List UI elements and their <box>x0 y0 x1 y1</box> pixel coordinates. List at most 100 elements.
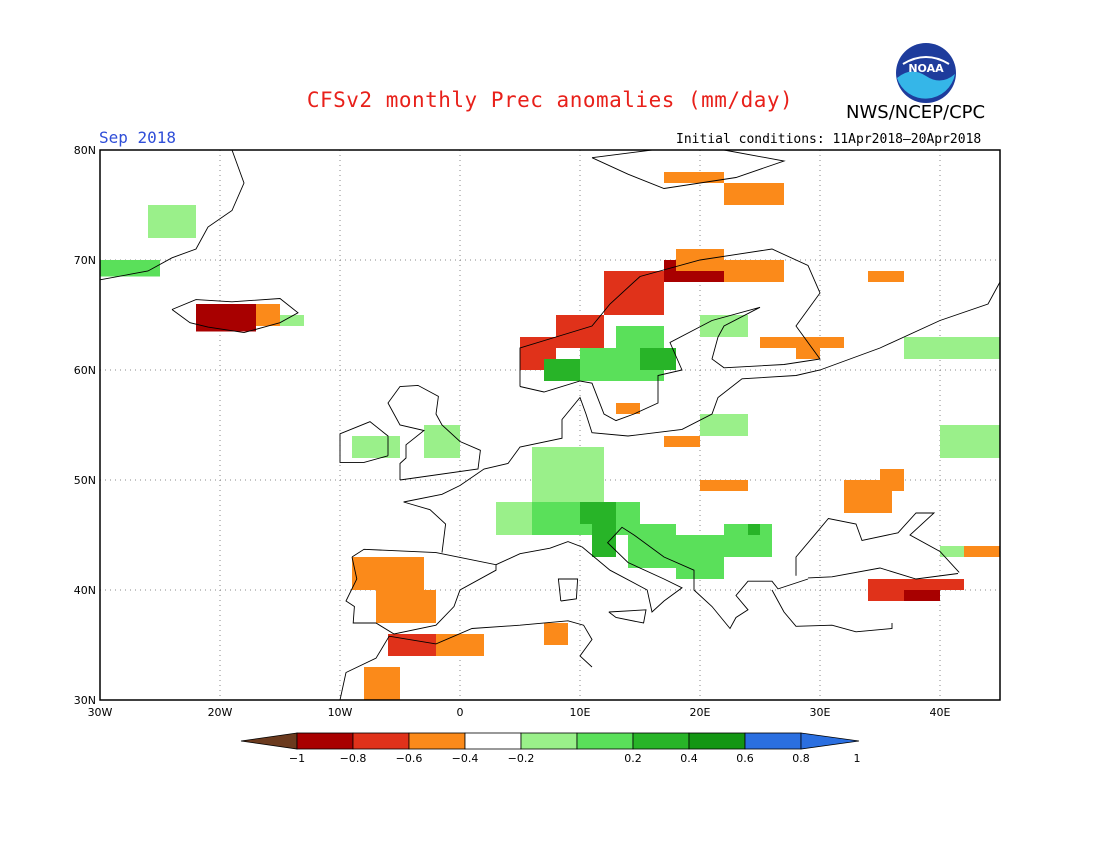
anomaly-cell <box>604 271 664 315</box>
anomaly-cell <box>280 315 304 326</box>
colorbar-tick-label: −0.6 <box>396 752 423 765</box>
anomaly-cell <box>676 535 724 579</box>
anomaly-cell <box>544 623 568 645</box>
anomaly-cell <box>436 634 484 656</box>
anomaly-cell <box>940 425 1000 458</box>
coastline <box>795 512 960 576</box>
anomaly-cell <box>748 524 760 535</box>
anomaly-cell <box>412 590 436 623</box>
lon-tick-label: 20W <box>208 706 233 719</box>
noaa-logo: NOAA <box>896 43 956 103</box>
anomaly-cell <box>256 304 280 326</box>
coastline <box>339 421 389 463</box>
lat-tick-label: 50N <box>74 474 96 487</box>
coastline <box>171 298 299 334</box>
coastline <box>387 384 481 481</box>
lat-lon-grid <box>100 150 1000 700</box>
coastline <box>345 548 497 635</box>
colorbar-tick-label: −0.8 <box>340 752 367 765</box>
colorbar-tick-label: 0.6 <box>736 752 754 765</box>
coastline <box>99 149 245 281</box>
colorbar-tick-label: 0.2 <box>624 752 642 765</box>
anomaly-cell <box>760 337 844 348</box>
anomaly-cell <box>388 634 436 656</box>
lat-tick-label: 40N <box>74 584 96 597</box>
colorbar-arrow-high <box>800 732 860 750</box>
anomaly-cell <box>700 480 748 491</box>
colorbar-segment <box>296 732 354 750</box>
anomaly-cell <box>544 359 580 381</box>
anomaly-cell <box>592 524 616 557</box>
colorbar-segment <box>464 732 522 750</box>
lon-tick-label: 30W <box>88 706 113 719</box>
anomaly-cell <box>364 667 400 700</box>
lat-tick-label: 80N <box>74 144 96 157</box>
colorbar-segment <box>744 732 802 750</box>
coastline <box>608 609 647 624</box>
colorbar-tick-label: −1 <box>289 752 305 765</box>
lat-tick-label: 30N <box>74 694 96 707</box>
noaa-logo-text: NOAA <box>908 62 944 75</box>
coastline <box>495 526 809 630</box>
colorbar-tick-label: −0.4 <box>452 752 479 765</box>
lat-tick-label: 70N <box>74 254 96 267</box>
organization-label: NWS/NCEP/CPC <box>846 102 986 123</box>
colorbar-arrow-low <box>240 732 298 750</box>
colorbar-segment <box>408 732 466 750</box>
anomaly-cell <box>664 172 724 183</box>
anomaly-cell <box>496 502 532 535</box>
anomaly-cell <box>904 590 940 601</box>
anomaly-cell <box>580 348 616 381</box>
anomaly-cell <box>424 425 460 458</box>
colorbar: −1 −0.8 −0.6 −0.4 −0.2 0.2 0.4 0.6 0.8 1 <box>240 732 861 765</box>
anomaly-cell <box>580 502 616 524</box>
coastline <box>519 248 821 422</box>
coastlines <box>99 149 1001 701</box>
anomaly-cell <box>100 260 160 277</box>
colorbar-segment <box>352 732 410 750</box>
lon-tick-label: 40E <box>930 706 951 719</box>
colorbar-tick-label: 0.8 <box>792 752 810 765</box>
anomaly-cells <box>100 172 1000 700</box>
lon-tick-label: 10W <box>328 706 353 719</box>
colorbar-tick-label: 0.4 <box>680 752 698 765</box>
coastline <box>339 620 593 701</box>
lon-tick-label: 10E <box>570 706 591 719</box>
lon-tick-label: 30E <box>810 706 831 719</box>
colorbar-segment <box>632 732 690 750</box>
coastline <box>403 281 1001 553</box>
coastline <box>557 578 579 602</box>
anomaly-cell <box>880 469 904 491</box>
colorbar-segment <box>520 732 578 750</box>
anomaly-cell <box>904 337 1000 359</box>
lon-tick-label: 0 <box>457 706 464 719</box>
anomaly-cell <box>196 304 256 332</box>
lon-tick-label: 20E <box>690 706 711 719</box>
anomaly-cell <box>940 579 964 590</box>
anomaly-cell <box>724 183 784 205</box>
anomaly-cell <box>964 546 1000 557</box>
colorbar-tick-label: −0.2 <box>508 752 535 765</box>
chart-title: CFSv2 monthly Prec anomalies (mm/day) <box>306 88 794 112</box>
anomaly-cell <box>796 348 820 359</box>
colorbar-segment <box>576 732 634 750</box>
anomaly-cell <box>940 546 964 557</box>
anomaly-cell <box>148 205 196 238</box>
anomaly-cell <box>532 447 604 502</box>
anomaly-cell <box>664 436 700 447</box>
anomaly-cell <box>628 524 676 568</box>
colorbar-segment <box>688 732 746 750</box>
initial-conditions-label: Initial conditions: 11Apr2018–20Apr2018 <box>676 132 982 147</box>
anomaly-cell <box>616 403 640 414</box>
anomaly-cell <box>724 260 784 282</box>
month-label: Sep 2018 <box>99 128 177 147</box>
lat-tick-label: 60N <box>74 364 96 377</box>
colorbar-tick-label: 1 <box>854 752 861 765</box>
anomaly-cell <box>868 271 904 282</box>
anomaly-cell <box>640 348 676 370</box>
map-frame <box>99 149 1001 701</box>
anomaly-cell <box>352 436 400 458</box>
coastline <box>771 589 893 633</box>
coastline <box>807 567 959 580</box>
